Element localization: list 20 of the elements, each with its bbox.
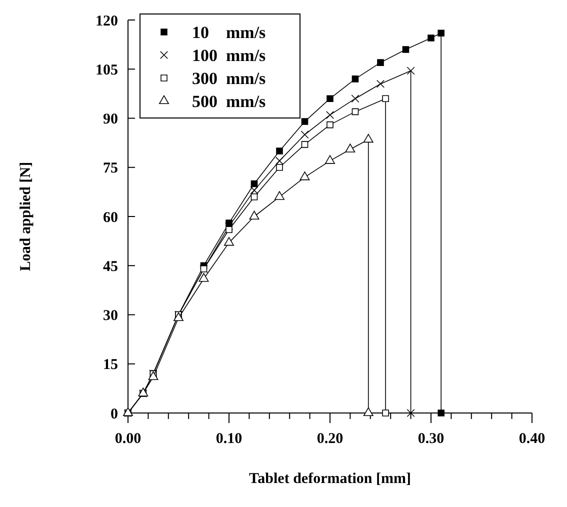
y-tick-label: 15 [103,357,118,374]
y-tick-label: 75 [103,160,118,177]
legend-label: 500 mm/s [192,92,266,111]
x-tick-label: 0.10 [216,431,242,447]
x-tick-label: 0.30 [418,431,444,447]
y-tick-label: 105 [96,62,118,78]
y-axis-title: Load applied [N] [18,162,34,272]
y-tick-label: 0 [110,406,118,422]
y-tick-label: 120 [96,13,118,30]
x-tick-label: 0.40 [518,431,546,447]
x-tick-label: 0.20 [316,431,344,447]
y-tick-label: 30 [103,308,118,324]
legend-label: 300 mm/s [192,68,266,88]
y-tick-label: 90 [103,112,118,128]
legend-label: 10 mm/s [192,22,266,42]
y-tick-label: 60 [103,210,118,226]
x-axis-title: Tablet deformation [mm] [249,471,411,487]
y-tick-label: 45 [103,258,118,275]
x-tick-label: 0.00 [114,431,142,447]
legend-label: 100 mm/s [192,46,266,65]
